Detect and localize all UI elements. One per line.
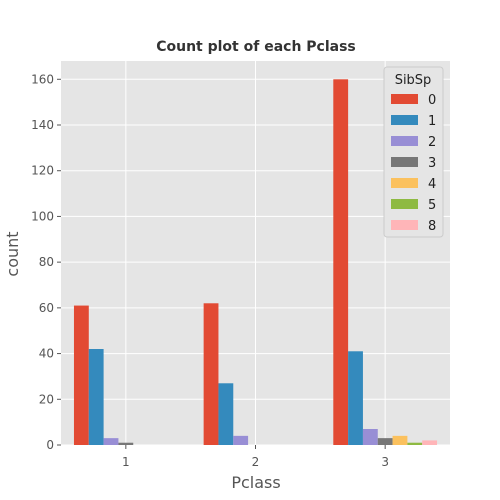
y-axis-label: count	[3, 231, 22, 276]
legend-swatch	[391, 136, 418, 146]
legend-swatch	[391, 94, 418, 104]
legend: SibSp 0 1 2 3 4 5 8	[383, 66, 444, 238]
bar-sibsp-2-pclass-2	[233, 435, 249, 445]
legend-swatch	[391, 115, 418, 125]
x-tick-label: 3	[381, 455, 389, 469]
gridlines	[61, 61, 450, 446]
legend-title: SibSp	[395, 73, 432, 88]
chart-title: Count plot of each Pclass	[156, 39, 356, 55]
legend-label: 5	[428, 198, 436, 213]
y-tick-label: 60	[39, 301, 54, 315]
legend-label: 1	[428, 114, 436, 129]
bar-sibsp-5-pclass-3	[407, 442, 423, 445]
bar-sibsp-0-pclass-1	[73, 305, 89, 445]
y-axis-ticks: 0 20 40 60 80 100 120 140 160	[31, 72, 61, 452]
bar-sibsp-1-pclass-1	[88, 349, 104, 445]
y-tick-label: 80	[39, 255, 54, 269]
legend-swatch	[391, 178, 418, 188]
x-tick-label: 2	[252, 455, 260, 469]
bar-sibsp-3-pclass-3	[377, 438, 393, 445]
y-tick-label: 120	[31, 164, 54, 178]
bar-sibsp-2-pclass-1	[103, 438, 119, 445]
bars	[73, 79, 438, 446]
y-tick-label: 100	[31, 209, 54, 223]
y-tick-label: 0	[46, 438, 54, 452]
bar-sibsp-3-pclass-1	[118, 442, 134, 445]
bar-sibsp-8-pclass-3	[422, 440, 438, 445]
legend-label: 0	[428, 93, 436, 108]
legend-label: 4	[428, 177, 436, 192]
y-tick-label: 140	[31, 118, 54, 132]
x-axis-label: Pclass	[231, 473, 280, 492]
x-axis-ticks: 1 2 3	[122, 445, 389, 469]
bar-sibsp-1-pclass-2	[218, 383, 234, 445]
y-tick-label: 20	[39, 392, 54, 406]
x-tick-label: 1	[122, 455, 130, 469]
y-tick-label: 160	[31, 72, 54, 86]
legend-swatch	[391, 199, 418, 209]
bar-sibsp-1-pclass-3	[348, 351, 363, 445]
legend-label: 8	[428, 219, 436, 234]
legend-swatch	[391, 157, 418, 167]
bar-sibsp-2-pclass-3	[362, 429, 378, 445]
legend-box	[383, 66, 444, 238]
legend-label: 2	[428, 135, 436, 150]
y-tick-label: 40	[39, 347, 54, 361]
bar-sibsp-4-pclass-3	[392, 435, 408, 445]
legend-swatch	[391, 220, 418, 230]
bar-sibsp-0-pclass-3	[333, 79, 349, 446]
legend-label: 3	[428, 156, 436, 171]
bar-sibsp-0-pclass-2	[203, 303, 219, 445]
